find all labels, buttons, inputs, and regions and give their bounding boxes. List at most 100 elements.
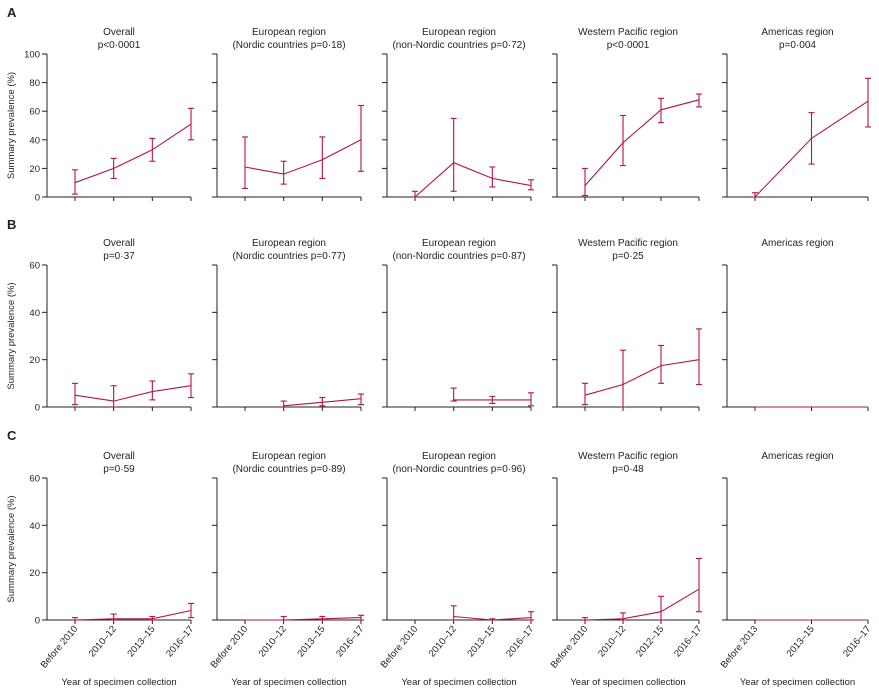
error-bar [110,385,117,408]
x-tick-label: 2010–12 [596,624,628,659]
panel-a-4: Western Pacific region p<0·0001 [552,27,702,201]
x-tick-label: Before 2010 [549,624,591,671]
x-tick-label: Before 2010 [379,624,421,671]
panel-title: Overall [103,27,135,38]
error-bar [528,611,534,621]
series-line [584,359,700,396]
error-bar [319,615,326,621]
row-a: A Summary prevalence (%) Overall p<0·0001 0 2… [6,5,871,204]
panel-a-5: Americas region p=0·004 [722,27,871,201]
x-tick-label: 2013–15 [295,624,327,659]
panel-subtitle: (Nordic countries p=0·18) [232,40,345,51]
x-axis-title: Year of specimen collection [740,677,855,688]
y-tick-label: 20 [29,355,40,366]
panel-title: Overall [103,238,135,249]
error-bar [280,160,287,185]
error-bar [72,382,78,406]
error-bar [865,77,871,128]
error-bar [358,104,364,172]
error-bar [319,396,326,407]
y-axis-title: Summary prevalence (%) [6,495,17,602]
panel-title: Americas region [761,451,833,462]
error-bar [149,380,156,401]
error-bar [658,344,664,384]
error-bar [358,393,364,406]
panel-c-3: European region (non-Nordic countries p=0… [379,451,537,688]
panel-subtitle: p<0·0001 [98,40,141,51]
error-bar [450,605,457,621]
y-tick-label: 100 [24,50,40,61]
panel-title: Overall [103,451,135,462]
panel-c-2: European region (Nordic countries p=0·89)… [209,451,367,688]
panel-a-2: European region (Nordic countries p=0·18) [212,27,364,201]
panel-title: European region [422,27,496,38]
series-line [453,615,532,621]
x-axis-title: Year of specimen collection [231,677,346,688]
error-bar [242,136,248,189]
error-bar [528,392,534,407]
x-tick-label: 2010–12 [427,624,459,659]
error-bar [696,328,702,386]
error-bar [72,169,78,195]
error-bar [696,93,702,108]
panel-title: Western Pacific region [578,238,678,249]
x-axis-title: Year of specimen collection [401,677,516,688]
series-line [245,617,362,621]
x-tick-label: Before 2010 [39,624,81,671]
x-tick-label: 2013–15 [465,624,497,659]
panel-b-4: Western Pacific region p=0·25 [552,238,702,411]
x-tick-label: 2013–15 [125,624,157,659]
x-tick-label: 2010–12 [257,624,289,659]
panel-subtitle: (non-Nordic countries p=0·96) [392,464,525,475]
error-bar [658,595,664,621]
series-line [414,162,532,198]
panel-title: European region [422,451,496,462]
panel-title: European region [252,238,326,249]
panel-title: European region [252,27,326,38]
series-line [244,139,362,175]
error-bar [280,400,287,408]
panel-b-2: European region (Nordic countries p=0·77) [212,238,364,411]
error-bar [319,136,326,179]
error-bar [582,382,588,406]
error-bar [412,190,418,198]
x-tick-label: 2010–12 [87,624,119,659]
panel-a-3: European region (non-Nordic countries p=0… [382,27,534,201]
x-tick-label: 2016–17 [672,624,704,659]
series-line [74,609,192,621]
x-tick-label: Before 2013 [719,624,761,671]
panel-subtitle: p=0·25 [612,251,644,262]
panel-subtitle: p<0·0001 [607,40,650,51]
error-bar [620,114,626,167]
x-tick-label: 2016–17 [504,624,536,659]
x-tick-label: 2016–17 [164,624,196,659]
panel-subtitle: (Nordic countries p=0·77) [232,251,345,262]
y-tick-label: 40 [29,308,40,319]
panel-b-1: Overall p=0·37 0 20 40 60 [29,238,194,414]
panel-subtitle: (non-Nordic countries p=0·87) [392,251,525,262]
y-tick-label: 60 [29,107,40,118]
y-axis-title: Summary prevalence (%) [6,72,17,179]
x-axis-title: Year of specimen collection [570,677,685,688]
row-letter: B [7,217,16,232]
error-bar [582,167,588,197]
row-letter: C [7,428,17,443]
error-bar [450,117,457,192]
error-bar [489,166,496,188]
x-tick-label: 2013–15 [785,624,817,659]
y-axis-title: Summary prevalence (%) [6,282,17,389]
series-line [74,123,192,184]
panel-subtitle: (Nordic countries p=0·89) [232,464,345,475]
x-axis-title: Year of specimen collection [61,677,176,688]
y-tick-label: 0 [35,616,40,627]
row-letter: A [7,5,17,20]
series-line [754,100,869,198]
panel-subtitle: (non-Nordic countries p=0·72) [392,40,525,51]
panel-subtitle: p=0·59 [103,464,135,475]
error-bar [620,349,626,408]
panel-title: European region [252,451,326,462]
row-b: B Summary prevalence (%) Overall p=0·37 0 20 4… [6,217,869,414]
